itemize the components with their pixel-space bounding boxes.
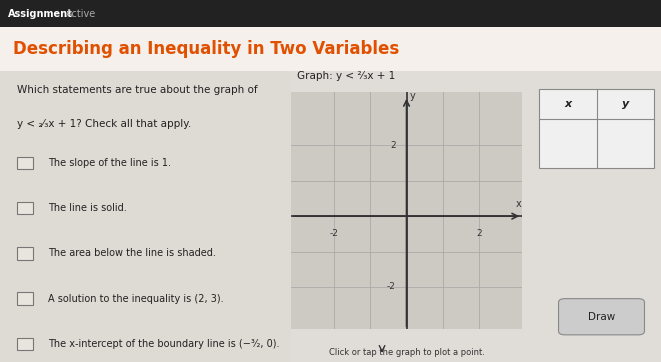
Text: The line is solid.: The line is solid. xyxy=(48,203,126,213)
Text: Click or tap the graph to plot a point.: Click or tap the graph to plot a point. xyxy=(329,349,485,357)
Text: 2: 2 xyxy=(476,228,482,237)
Text: 2: 2 xyxy=(390,141,396,150)
Text: The area below the line is shaded.: The area below the line is shaded. xyxy=(48,248,215,258)
Text: Graph: y < ²⁄₃x + 1: Graph: y < ²⁄₃x + 1 xyxy=(297,71,396,81)
Text: x: x xyxy=(516,199,522,209)
Text: A solution to the inequality is (2, 3).: A solution to the inequality is (2, 3). xyxy=(48,294,223,304)
Text: -2: -2 xyxy=(387,282,396,291)
Bar xyxy=(17,292,33,305)
Text: The slope of the line is 1.: The slope of the line is 1. xyxy=(48,158,171,168)
Bar xyxy=(17,247,33,260)
Bar xyxy=(0,0,661,27)
Bar xyxy=(17,202,33,214)
Bar xyxy=(539,89,654,168)
FancyBboxPatch shape xyxy=(559,299,644,335)
Text: The x-intercept of the boundary line is (−³⁄₂, 0).: The x-intercept of the boundary line is … xyxy=(48,339,279,349)
Bar xyxy=(17,337,33,350)
Bar xyxy=(0,27,661,71)
Text: Which statements are true about the graph of: Which statements are true about the grap… xyxy=(17,85,257,95)
Text: y: y xyxy=(410,91,416,101)
Text: y < ₂⁄₃x + 1? Check all that apply.: y < ₂⁄₃x + 1? Check all that apply. xyxy=(17,119,191,130)
Bar xyxy=(17,156,33,169)
Text: y: y xyxy=(622,99,629,109)
Bar xyxy=(0,71,661,362)
Text: Active: Active xyxy=(66,9,97,18)
Text: Assignment: Assignment xyxy=(8,9,73,18)
Text: Describing an Inequality in Two Variables: Describing an Inequality in Two Variable… xyxy=(13,40,399,58)
Bar xyxy=(0,71,291,362)
Text: x: x xyxy=(564,99,571,109)
Text: -2: -2 xyxy=(330,228,338,237)
Text: Draw: Draw xyxy=(588,312,615,322)
